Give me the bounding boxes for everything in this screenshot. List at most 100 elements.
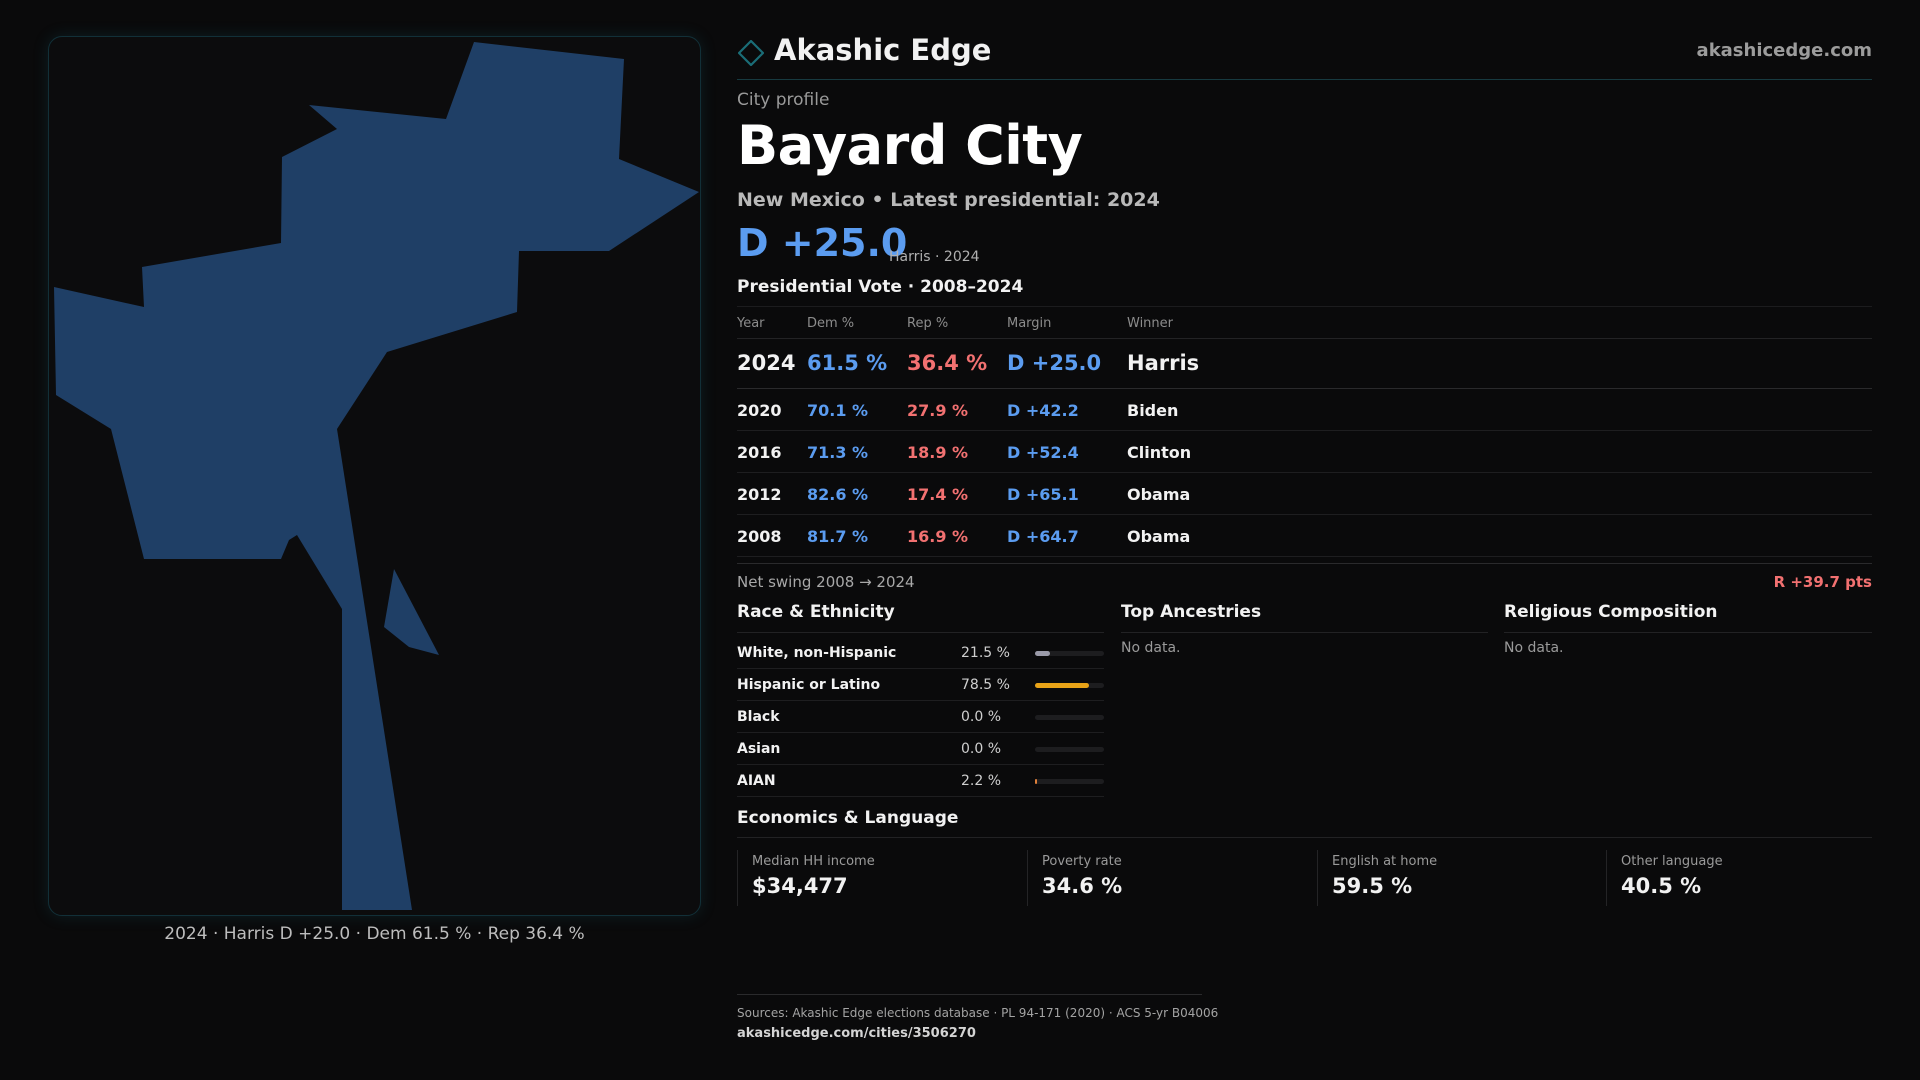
cell-winner: Biden xyxy=(1127,401,1179,420)
cell-dem: 70.1 % xyxy=(807,401,869,420)
cell-year: 2012 xyxy=(737,485,782,504)
brand-url-link[interactable]: akashicedge.com xyxy=(1696,40,1872,61)
race-value: 2.2 % xyxy=(961,773,1002,789)
city-boundary-map xyxy=(54,42,699,910)
brand-name: Akashic Edge xyxy=(774,33,992,67)
race-bar-fill xyxy=(1035,651,1050,656)
religion-divider xyxy=(1504,632,1872,633)
col-header-year: Year xyxy=(737,316,765,331)
cell-year: 2016 xyxy=(737,443,782,462)
race-value: 0.0 % xyxy=(961,741,1002,757)
economics-section-title: Economics & Language xyxy=(737,808,959,828)
race-row: White, non-Hispanic 21.5 % xyxy=(737,637,1104,669)
race-label: Black xyxy=(737,709,780,725)
net-swing-value: R +39.7 pts xyxy=(1773,573,1872,591)
race-bar-track xyxy=(1035,747,1104,752)
race-row: AIAN 2.2 % xyxy=(737,765,1104,797)
race-row: Asian 0.0 % xyxy=(737,733,1104,765)
race-row: Hispanic or Latino 78.5 % xyxy=(737,669,1104,701)
col-header-dem: Dem % xyxy=(807,316,855,331)
econ-value: 59.5 % xyxy=(1332,874,1413,898)
city-boundary-shape xyxy=(54,42,699,910)
race-bar-track xyxy=(1035,779,1104,784)
brand-header: Akashic Edge akashicedge.com xyxy=(737,32,1872,80)
cell-margin: D +42.2 xyxy=(1007,401,1079,420)
latest-margin: D +25.0 xyxy=(737,221,908,265)
english-at-home-card: English at home 59.5 % xyxy=(1317,850,1606,906)
profile-panel: Akashic Edge akashicedge.com City profil… xyxy=(737,0,1872,1080)
col-header-rep: Rep % xyxy=(907,316,949,331)
page-subtitle: New Mexico • Latest presidential: 2024 xyxy=(737,189,1160,211)
race-bar-fill xyxy=(1035,779,1037,784)
footer-divider xyxy=(737,994,1202,995)
footer-url-link[interactable]: akashicedge.com/cities/3506270 xyxy=(737,1026,976,1041)
cell-rep: 16.9 % xyxy=(907,527,969,546)
cell-margin: D +25.0 xyxy=(1007,351,1102,375)
religion-empty: No data. xyxy=(1504,640,1564,656)
econ-label: English at home xyxy=(1332,854,1438,869)
econ-label: Other language xyxy=(1621,854,1723,869)
cell-dem: 61.5 % xyxy=(807,351,888,375)
presidential-section-title: Presidential Vote · 2008–2024 xyxy=(737,277,1024,297)
cell-winner: Obama xyxy=(1127,485,1191,504)
cell-dem: 81.7 % xyxy=(807,527,869,546)
economics-divider xyxy=(737,837,1872,838)
net-swing-row: Net swing 2008 → 2024 R +39.7 pts xyxy=(737,563,1872,593)
page-eyebrow: City profile xyxy=(737,90,830,110)
table-row: 2016 71.3 % 18.9 % D +52.4 Clinton xyxy=(737,431,1872,473)
race-label: AIAN xyxy=(737,773,776,789)
ancestries-divider xyxy=(1121,632,1488,633)
cell-dem: 71.3 % xyxy=(807,443,869,462)
table-header: Year Dem % Rep % Margin Winner xyxy=(737,307,1872,339)
race-divider xyxy=(737,632,1104,633)
cell-year: 2020 xyxy=(737,401,782,420)
cell-margin: D +52.4 xyxy=(1007,443,1079,462)
econ-value: $34,477 xyxy=(752,874,848,898)
cell-dem: 82.6 % xyxy=(807,485,869,504)
cell-winner: Harris xyxy=(1127,351,1200,375)
col-header-margin: Margin xyxy=(1007,316,1052,331)
other-language-card: Other language 40.5 % xyxy=(1606,850,1872,906)
race-bar-track xyxy=(1035,715,1104,720)
race-bar-fill xyxy=(1035,683,1090,688)
table-row: 2020 70.1 % 27.9 % D +42.2 Biden xyxy=(737,389,1872,431)
table-row: 2012 82.6 % 17.4 % D +65.1 Obama xyxy=(737,473,1872,515)
net-swing-label: Net swing 2008 → 2024 xyxy=(737,573,915,591)
city-map[interactable] xyxy=(48,36,701,916)
race-bar-track xyxy=(1035,651,1104,656)
cell-rep: 27.9 % xyxy=(907,401,969,420)
cell-rep: 36.4 % xyxy=(907,351,988,375)
econ-label: Median HH income xyxy=(752,854,875,869)
cell-year: 2008 xyxy=(737,527,782,546)
cell-winner: Obama xyxy=(1127,527,1191,546)
race-bar-track xyxy=(1035,683,1104,688)
race-value: 21.5 % xyxy=(961,645,1010,661)
map-caption: 2024 · Harris D +25.0 · Dem 61.5 % · Rep… xyxy=(164,924,585,944)
ancestries-empty: No data. xyxy=(1121,640,1181,656)
poverty-rate-card: Poverty rate 34.6 % xyxy=(1027,850,1317,906)
race-value: 78.5 % xyxy=(961,677,1010,693)
cell-margin: D +64.7 xyxy=(1007,527,1079,546)
econ-label: Poverty rate xyxy=(1042,854,1122,869)
cell-winner: Clinton xyxy=(1127,443,1192,462)
race-label: Hispanic or Latino xyxy=(737,677,881,693)
table-row: 2008 81.7 % 16.9 % D +64.7 Obama xyxy=(737,515,1872,557)
latest-margin-note: Harris · 2024 xyxy=(889,249,980,265)
page-title: Bayard City xyxy=(737,114,1083,177)
diamond-logo-icon xyxy=(738,40,764,66)
race-value: 0.0 % xyxy=(961,709,1002,725)
footer-sources: Sources: Akashic Edge elections database… xyxy=(737,1006,1219,1020)
table-row: 2024 61.5 % 36.4 % D +25.0 Harris xyxy=(737,339,1872,389)
col-header-winner: Winner xyxy=(1127,316,1174,331)
ancestries-section-title: Top Ancestries xyxy=(1121,602,1262,622)
econ-value: 40.5 % xyxy=(1621,874,1702,898)
race-label: Asian xyxy=(737,741,781,757)
median-income-card: Median HH income $34,477 xyxy=(737,850,1027,906)
econ-value: 34.6 % xyxy=(1042,874,1123,898)
race-label: White, non-Hispanic xyxy=(737,645,897,661)
city-boundary-fragment xyxy=(384,569,439,655)
cell-margin: D +65.1 xyxy=(1007,485,1079,504)
religion-section-title: Religious Composition xyxy=(1504,602,1718,622)
cell-rep: 18.9 % xyxy=(907,443,969,462)
cell-rep: 17.4 % xyxy=(907,485,969,504)
